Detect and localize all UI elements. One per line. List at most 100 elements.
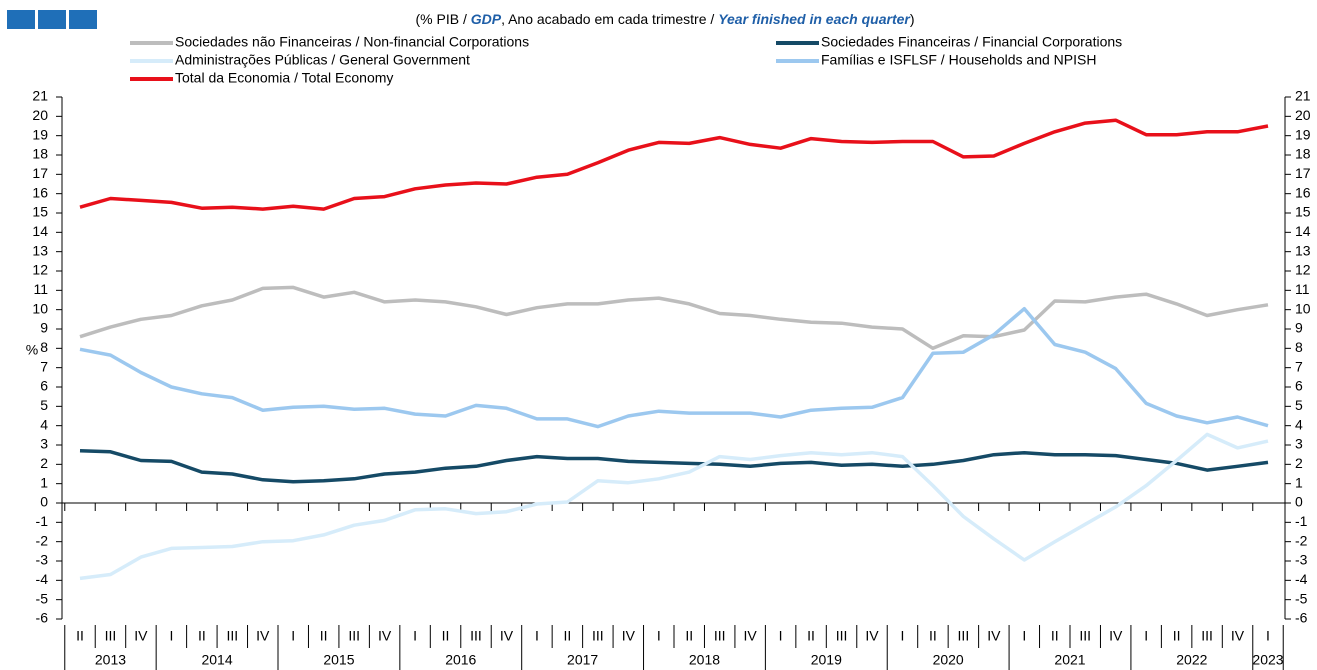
x-tick-label: I (169, 628, 173, 644)
logo-block (38, 10, 66, 29)
x-tick-label: III (470, 628, 482, 644)
y-tick-label: -5 (36, 590, 49, 606)
x-tick-label: II (563, 628, 571, 644)
y-tick-label: 1 (40, 474, 48, 490)
y-tick-label: -2 (36, 532, 49, 548)
x-tick-label: III (958, 628, 970, 644)
series-line (79, 118, 1269, 211)
x-tick-label: IV (622, 628, 636, 644)
y2-tick-label: -6 (1295, 610, 1308, 626)
y2-tick-label: 10 (1295, 300, 1311, 316)
x-tick-label: IV (134, 628, 148, 644)
y2-tick-label: 4 (1295, 416, 1303, 432)
y2-tick-label: -3 (1295, 552, 1308, 568)
x-tick-label: IV (987, 628, 1001, 644)
x-tick-label: I (1022, 628, 1026, 644)
y2-tick-label: 9 (1295, 320, 1303, 336)
chart-title: (% PIB / GDP, Ano acabado em cada trimes… (415, 11, 914, 27)
y-tick-label: -4 (36, 571, 49, 587)
logo-block (7, 10, 35, 29)
y-tick-label: 4 (40, 416, 48, 432)
x-year-label: 2020 (933, 652, 964, 668)
y-tick-label: -3 (36, 552, 49, 568)
y2-tick-label: 5 (1295, 397, 1303, 413)
y-tick-label: 8 (40, 339, 48, 355)
y-tick-label: 14 (32, 223, 48, 239)
y2-tick-label: 12 (1295, 262, 1311, 278)
y-tick-label: 16 (32, 184, 48, 200)
x-tick-label: I (291, 628, 295, 644)
x-tick-label: II (685, 628, 693, 644)
y2-tick-label: -1 (1295, 513, 1308, 529)
x-tick-label: III (592, 628, 604, 644)
y2-tick-label: 8 (1295, 339, 1303, 355)
y2-tick-label: 13 (1295, 242, 1311, 258)
x-tick-label: II (76, 628, 84, 644)
y-tick-label: 2 (40, 455, 48, 471)
legend-label: Total da Economia / Total Economy (175, 70, 393, 86)
y2-tick-label: 19 (1295, 126, 1311, 142)
x-year-label: 2021 (1054, 652, 1085, 668)
y-tick-label: -1 (36, 513, 49, 529)
x-tick-label: III (836, 628, 848, 644)
x-tick-label: IV (744, 628, 758, 644)
y2-tick-label: 18 (1295, 146, 1311, 162)
x-tick-label: I (413, 628, 417, 644)
y-tick-label: 3 (40, 436, 48, 452)
x-tick-label: IV (1109, 628, 1123, 644)
x-tick-label: III (105, 628, 117, 644)
x-tick-label: II (320, 628, 328, 644)
x-tick-label: IV (500, 628, 514, 644)
y2-tick-label: 20 (1295, 107, 1311, 123)
y-tick-label: 20 (32, 107, 48, 123)
y2-tick-label: 14 (1295, 223, 1311, 239)
x-tick-label: II (442, 628, 450, 644)
y2-tick-label: -4 (1295, 571, 1308, 587)
y2-tick-label: 16 (1295, 184, 1311, 200)
y-tick-label: 19 (32, 126, 48, 142)
legend-label: Sociedades Financeiras / Financial Corpo… (821, 34, 1122, 50)
x-year-label: 2023 (1252, 652, 1283, 668)
y-tick-label: 7 (40, 358, 48, 374)
x-year-label: 2019 (811, 652, 842, 668)
y2-tick-label: 6 (1295, 378, 1303, 394)
y-tick-label: 13 (32, 242, 48, 258)
x-tick-label: IV (865, 628, 879, 644)
x-tick-label: IV (1231, 628, 1245, 644)
x-tick-label: III (714, 628, 726, 644)
x-tick-label: I (1144, 628, 1148, 644)
y-tick-label: 18 (32, 146, 48, 162)
x-tick-label: III (1201, 628, 1213, 644)
x-tick-label: III (348, 628, 360, 644)
y-tick-label: 6 (40, 378, 48, 394)
legend-label: Famílias e ISFLSF / Households and NPISH (821, 52, 1096, 68)
x-tick-label: IV (256, 628, 270, 644)
y-tick-label: 21 (32, 88, 48, 104)
y2-tick-label: 0 (1295, 494, 1303, 510)
y2-tick-label: 3 (1295, 436, 1303, 452)
y-tick-label: 17 (32, 165, 48, 181)
series-line (79, 449, 1269, 484)
x-year-label: 2014 (201, 652, 232, 668)
y-tick-label: 12 (32, 262, 48, 278)
title-part: Year finished in each quarter (718, 11, 911, 27)
y-axis-label: % (26, 342, 38, 358)
x-tick-label: III (226, 628, 238, 644)
legend-label: Sociedades não Financeiras / Non-financi… (175, 34, 529, 50)
series-line (79, 285, 1269, 351)
y2-tick-label: 2 (1295, 455, 1303, 471)
x-tick-label: II (807, 628, 815, 644)
y2-tick-label: 17 (1295, 165, 1311, 181)
x-tick-label: I (657, 628, 661, 644)
x-tick-label: II (198, 628, 206, 644)
y2-tick-label: 7 (1295, 358, 1303, 374)
y-tick-label: 11 (33, 281, 48, 297)
series-line (79, 432, 1269, 581)
title-part: (% PIB / (415, 11, 470, 27)
y2-tick-label: 1 (1295, 474, 1303, 490)
x-tick-label: III (1079, 628, 1091, 644)
x-tick-label: I (1266, 628, 1270, 644)
x-tick-label: I (535, 628, 539, 644)
title-part: ) (910, 11, 915, 27)
